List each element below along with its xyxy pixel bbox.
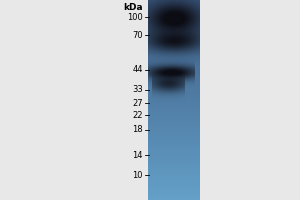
Text: 10: 10	[133, 170, 143, 180]
Text: 100: 100	[127, 12, 143, 21]
Text: 33: 33	[132, 86, 143, 95]
Text: 70: 70	[132, 30, 143, 40]
Text: 27: 27	[132, 98, 143, 108]
Text: 14: 14	[133, 150, 143, 160]
Text: 22: 22	[133, 110, 143, 119]
Text: 18: 18	[132, 126, 143, 134]
Text: kDa: kDa	[123, 3, 143, 12]
Text: 44: 44	[133, 66, 143, 74]
